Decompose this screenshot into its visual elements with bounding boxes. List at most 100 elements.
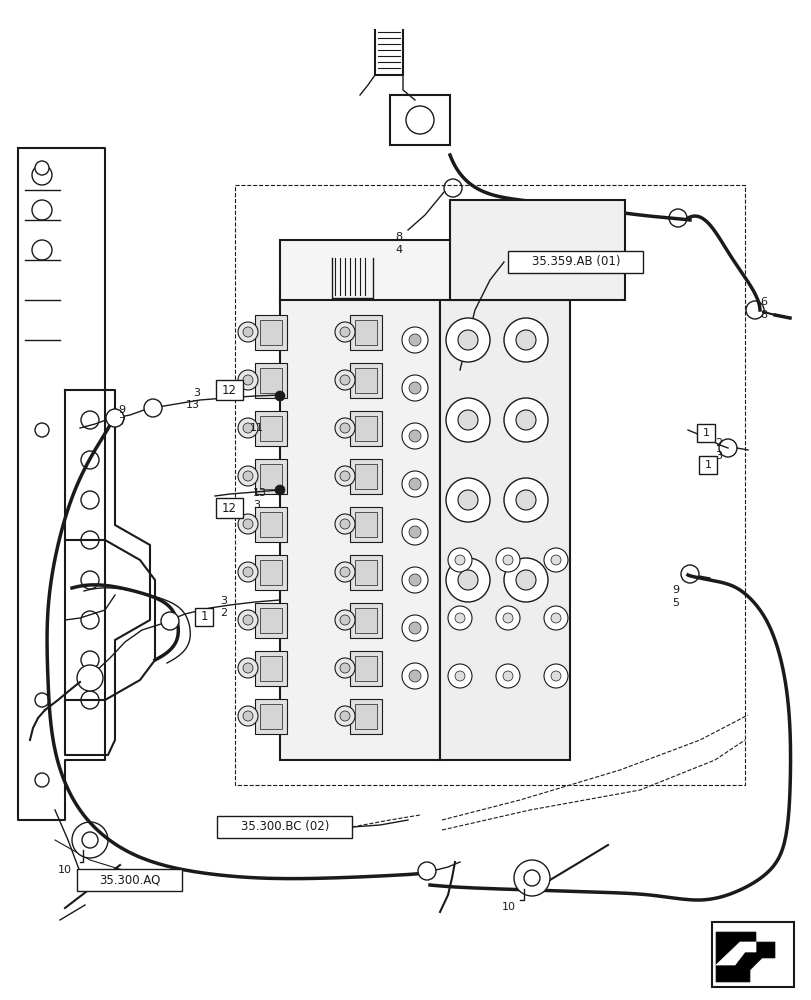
Circle shape <box>551 555 560 565</box>
Circle shape <box>335 610 354 630</box>
Circle shape <box>81 651 99 669</box>
Circle shape <box>335 466 354 486</box>
Circle shape <box>81 451 99 469</box>
Circle shape <box>515 490 535 510</box>
Bar <box>255 603 286 638</box>
Bar <box>255 363 286 398</box>
Circle shape <box>409 382 420 394</box>
Text: 3: 3 <box>193 388 200 398</box>
Text: 13: 13 <box>186 400 200 410</box>
Bar <box>255 459 286 494</box>
Text: 3: 3 <box>714 451 721 461</box>
Bar <box>350 699 381 734</box>
Circle shape <box>335 562 354 582</box>
Text: 8: 8 <box>759 310 766 320</box>
Bar <box>260 704 281 729</box>
Polygon shape <box>715 932 774 982</box>
Circle shape <box>35 423 49 437</box>
Bar <box>260 368 281 393</box>
Circle shape <box>81 491 99 509</box>
Circle shape <box>81 691 99 709</box>
Bar <box>350 555 381 590</box>
Circle shape <box>502 613 513 623</box>
Circle shape <box>445 558 489 602</box>
Bar <box>354 416 376 441</box>
Text: 11: 11 <box>250 423 264 433</box>
Circle shape <box>543 606 568 630</box>
Circle shape <box>401 375 427 401</box>
Circle shape <box>238 418 258 438</box>
Bar <box>216 498 242 518</box>
Circle shape <box>406 106 433 134</box>
Circle shape <box>454 555 465 565</box>
Text: 10: 10 <box>501 902 515 912</box>
Circle shape <box>335 322 354 342</box>
Circle shape <box>238 514 258 534</box>
Text: 4: 4 <box>394 245 401 255</box>
Circle shape <box>409 574 420 586</box>
Circle shape <box>445 398 489 442</box>
Circle shape <box>242 519 253 529</box>
Circle shape <box>242 615 253 625</box>
Bar <box>449 200 624 300</box>
Circle shape <box>409 622 420 634</box>
Bar <box>354 608 376 633</box>
Circle shape <box>35 693 49 707</box>
Circle shape <box>504 318 547 362</box>
Circle shape <box>81 611 99 629</box>
Bar <box>350 603 381 638</box>
Circle shape <box>502 671 513 681</box>
Bar <box>354 560 376 585</box>
Circle shape <box>32 165 52 185</box>
Circle shape <box>335 418 354 438</box>
Text: 3: 3 <box>253 500 260 510</box>
Text: 7: 7 <box>118 417 125 427</box>
Text: 2: 2 <box>220 608 227 618</box>
Polygon shape <box>715 942 755 965</box>
Bar <box>389 95 449 145</box>
Text: 1: 1 <box>702 428 709 438</box>
Circle shape <box>457 410 478 430</box>
Circle shape <box>523 870 539 886</box>
Circle shape <box>82 832 98 848</box>
Circle shape <box>496 548 519 572</box>
Circle shape <box>242 663 253 673</box>
Circle shape <box>454 613 465 623</box>
Circle shape <box>340 663 350 673</box>
Circle shape <box>504 398 547 442</box>
Circle shape <box>340 375 350 385</box>
Circle shape <box>457 570 478 590</box>
Bar <box>260 512 281 537</box>
Bar <box>508 251 642 273</box>
Bar <box>440 295 569 760</box>
Circle shape <box>444 179 461 197</box>
Bar <box>354 368 376 393</box>
Circle shape <box>238 706 258 726</box>
Circle shape <box>35 773 49 787</box>
Circle shape <box>448 606 471 630</box>
Text: 8: 8 <box>394 232 401 242</box>
Circle shape <box>515 330 535 350</box>
Circle shape <box>77 665 103 691</box>
Circle shape <box>418 862 436 880</box>
Circle shape <box>401 423 427 449</box>
Circle shape <box>504 558 547 602</box>
Circle shape <box>668 209 686 227</box>
Circle shape <box>454 671 465 681</box>
Circle shape <box>335 370 354 390</box>
Circle shape <box>242 711 253 721</box>
Text: 6: 6 <box>759 297 766 307</box>
Circle shape <box>401 327 427 353</box>
Bar <box>216 380 242 400</box>
Text: 5: 5 <box>672 598 678 608</box>
Bar <box>260 608 281 633</box>
Bar <box>280 295 440 760</box>
Bar <box>354 704 376 729</box>
Circle shape <box>718 439 736 457</box>
Text: 2: 2 <box>714 438 721 448</box>
Circle shape <box>445 318 489 362</box>
Circle shape <box>340 423 350 433</box>
Bar <box>354 512 376 537</box>
Circle shape <box>335 706 354 726</box>
Bar <box>350 459 381 494</box>
